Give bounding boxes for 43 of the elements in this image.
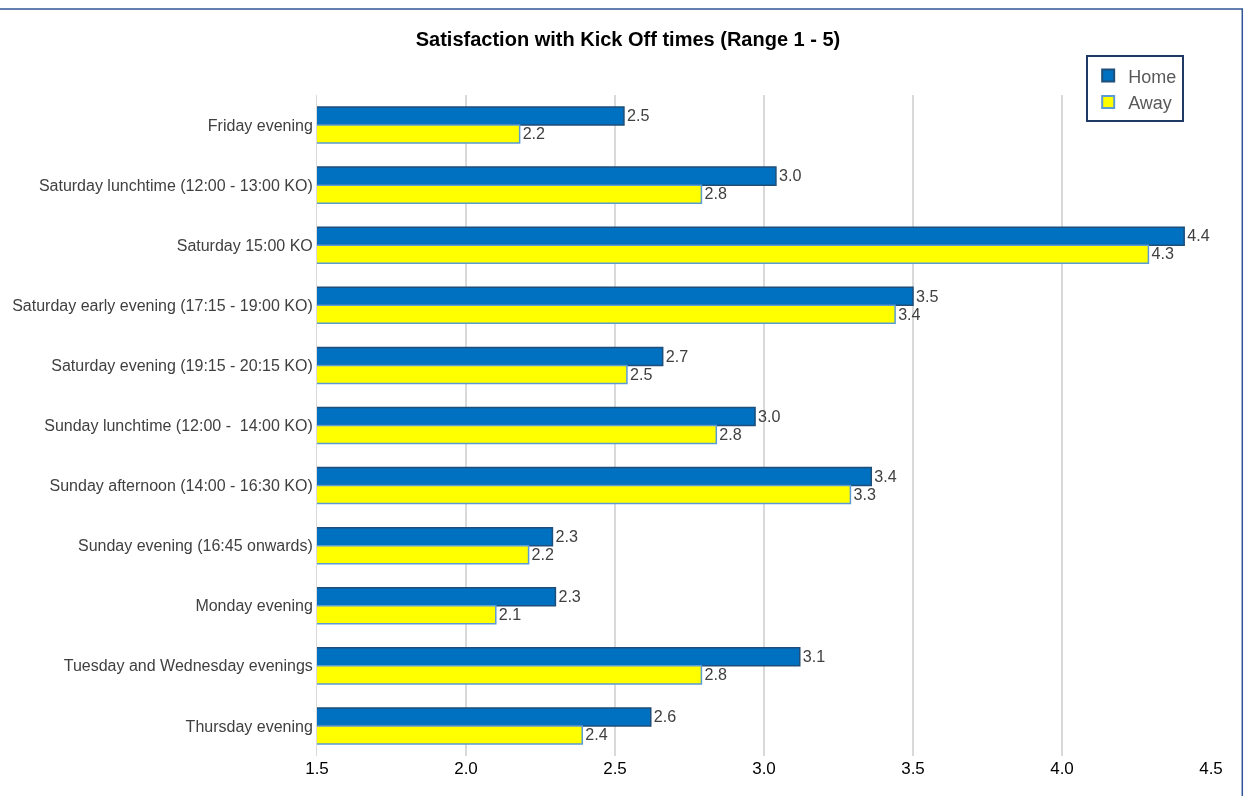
data-label: 3.4 [898,304,921,323]
data-label: 4.4 [1187,226,1210,245]
data-label: 2.1 [498,605,522,623]
x-tick-label: 2.0 [454,759,478,778]
data-label: 2.3 [555,526,578,545]
data-label: 3.1 [802,647,826,666]
data-label: 3.0 [758,406,781,425]
data-label: 2.6 [653,707,677,726]
data-label: 2.5 [626,106,650,125]
y-tick-label: Sunday lunchtime (12:00 - 14:00 KO) [44,417,313,435]
data-label: 2.2 [531,544,555,563]
y-tick-label: Saturday 15:00 KO [176,236,313,254]
x-tick-label: 4.5 [1199,759,1223,778]
x-tick-label: 1.5 [305,759,329,778]
legend-label: Away [1128,92,1172,113]
chart-title: Satisfaction with Kick Off times (Range 1 - 5) [415,27,841,50]
data-label: 3.3 [853,484,876,503]
data-label: 2.7 [665,346,689,365]
x-tick-label: 2.5 [603,759,627,778]
y-tick-label: Saturday evening (19:15 - 20:15 KO) [51,357,313,375]
data-label: 2.5 [629,364,653,383]
y-tick-label: Saturday lunchtime (12:00 - 13:00 KO) [38,176,313,194]
y-tick-label: Sunday afternoon (14:00 - 16:30 KO) [49,477,313,495]
data-label: 3.4 [874,466,897,485]
y-tick-label: Sunday evening (16:45 onwards) [77,537,313,555]
data-label: 2.4 [585,725,608,744]
y-tick-label: Tuesday and Wednesday evenings [63,657,313,675]
x-tick-label: 3.0 [752,759,776,778]
y-tick-label: Saturday early evening (17:15 - 19:00 KO) [12,296,313,314]
data-label: 2.8 [719,424,742,443]
y-tick-label: Monday evening [195,597,313,615]
y-tick-label: Thursday evening [185,717,313,735]
x-tick-label: 3.5 [901,759,925,778]
data-label: 4.3 [1151,244,1174,263]
data-label: 2.8 [704,665,727,684]
data-label: 2.2 [522,124,546,143]
data-label: 3.0 [778,166,802,185]
x-tick-label: 4.0 [1050,759,1074,778]
y-tick-label: Friday evening [207,116,313,134]
data-label: 3.5 [916,286,939,305]
legend-label: Home [1128,66,1177,87]
data-label: 2.3 [558,586,581,605]
data-label: 2.8 [704,184,727,203]
